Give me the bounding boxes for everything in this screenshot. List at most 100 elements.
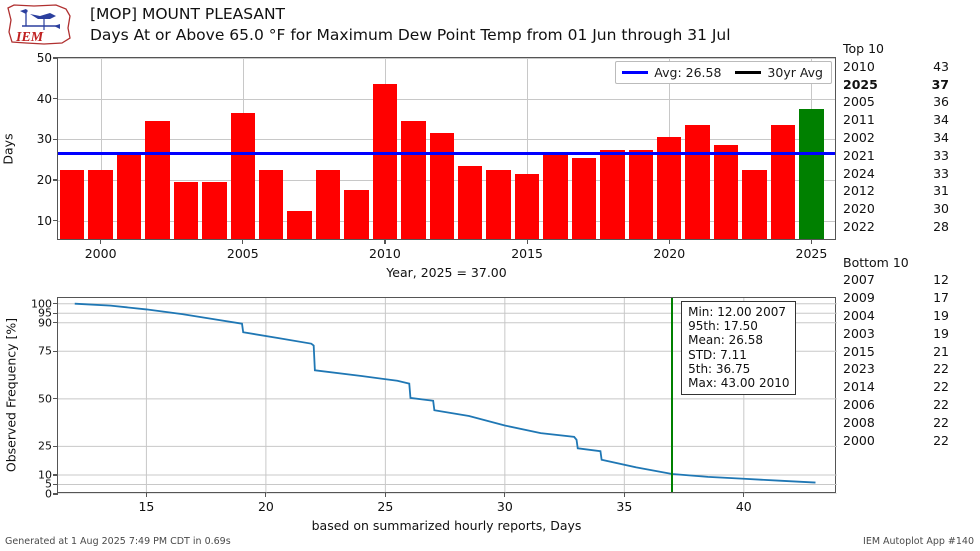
- cdf-chart-y-tick-label: 95: [38, 306, 52, 320]
- bar-chart-bar[interactable]: [287, 210, 312, 239]
- title-line-station: [MOP] MOUNT PLEASANT: [90, 5, 286, 23]
- statistics-line: Mean: 26.58: [688, 333, 764, 348]
- top-10-row: 2002 34: [843, 129, 980, 147]
- bar-chart-bar[interactable]: [770, 125, 796, 239]
- iem-logo: IEM: [4, 2, 76, 46]
- cdf-chart-current-year-line: [670, 298, 674, 492]
- top-10-row: 2011 34: [843, 111, 980, 129]
- bar-chart-bar[interactable]: [88, 169, 113, 239]
- bar-chart-bar[interactable]: [145, 121, 170, 239]
- top-10-year: 2002: [843, 129, 875, 145]
- top-10-value: 36: [933, 94, 949, 110]
- bottom-10-value: 19: [933, 325, 949, 341]
- bar-chart-y-tick-label: 30: [36, 132, 52, 147]
- top-10-row: 2020 30: [843, 200, 980, 218]
- bar-chart-x-tick-label: 2020: [653, 246, 686, 261]
- bar-chart-y-tick: [53, 220, 58, 222]
- top-10-row: 2021 33: [843, 147, 980, 165]
- page-title: [MOP] MOUNT PLEASANT Days At or Above 65…: [90, 4, 731, 46]
- bar-chart-x-tick: [668, 239, 670, 244]
- top-10-year: 2020: [843, 201, 875, 217]
- bar-chart-bar[interactable]: [543, 153, 568, 239]
- top-10-value: 28: [933, 218, 949, 234]
- bar-chart-y-tick: [53, 98, 58, 100]
- bar-chart-bar[interactable]: [344, 190, 369, 239]
- top-10-row: 2012 31: [843, 182, 980, 200]
- bar-chart-bar[interactable]: [173, 182, 199, 239]
- top-10-year: 2012: [843, 183, 875, 199]
- statistics-line: STD: 7.11: [688, 347, 747, 362]
- cdf-chart-x-tick-label: 35: [616, 499, 633, 514]
- bottom-10-row: 2006 22: [843, 396, 980, 414]
- footer-generated-text: Generated at 1 Aug 2025 7:49 PM CDT in 0…: [5, 536, 231, 547]
- cdf-chart-y-tick-label: 10: [38, 468, 52, 482]
- bar-chart-gridline-h: [58, 58, 835, 59]
- statistics-box: Min: 12.00 2007 95th: 17.50 Mean: 26.58 STD…: [681, 301, 797, 396]
- cdf-chart-y-tick: [53, 398, 58, 400]
- page-header: IEM [MOP] MOUNT PLEASANT Days At or Abov…: [0, 0, 980, 50]
- bar-chart-bar[interactable]: [600, 149, 625, 239]
- cdf-chart-y-tick-label: 75: [38, 344, 52, 358]
- top-10-value: 43: [933, 58, 949, 74]
- bar-chart-bar[interactable]: [742, 169, 767, 239]
- bar-chart-bar[interactable]: [372, 84, 398, 239]
- cdf-chart-y-tick: [53, 483, 58, 486]
- bottom-10-row: 2007 12: [843, 271, 980, 289]
- cdf-chart-x-tick: [265, 492, 267, 497]
- bottom-10-list: 2007 12 2009 17 2004 19 2003 19 2015 21 2023 22 2014…: [843, 271, 980, 449]
- bar-chart-bar[interactable]: [315, 169, 341, 239]
- cdf-chart-x-tick-label: 15: [138, 499, 155, 514]
- bar-chart-bar[interactable]: [514, 173, 540, 239]
- bar-chart-bar[interactable]: [429, 133, 455, 239]
- cdf-chart-x-tick-label: 20: [257, 499, 274, 514]
- bar-chart-x-tick-label: 2005: [226, 246, 259, 261]
- bar-chart-bar[interactable]: [202, 182, 227, 239]
- rankings-spacer: [843, 236, 980, 254]
- legend-item-30yr: 30yr Avg: [735, 65, 823, 80]
- bottom-10-value: 21: [933, 343, 949, 359]
- top-10-value: 30: [933, 201, 949, 217]
- bar-chart-bar[interactable]: [628, 149, 654, 239]
- bar-chart-x-tick: [242, 239, 244, 244]
- bar-chart-bar[interactable]: [116, 153, 142, 239]
- bar-chart-bar[interactable]: [401, 121, 426, 239]
- legend-item-avg: Avg: 26.58: [622, 65, 721, 80]
- bar-chart-bar[interactable]: [230, 112, 255, 239]
- top-10-year: 2025: [843, 76, 878, 92]
- bottom-10-row: 2015 21: [843, 343, 980, 361]
- bar-chart-x-tick-label: 2000: [84, 246, 117, 261]
- bar-chart-y-tick: [53, 179, 58, 181]
- bar-chart-bar[interactable]: [799, 108, 824, 239]
- bottom-10-value: 22: [933, 379, 949, 395]
- bar-chart-gridline-h: [58, 98, 835, 100]
- bar-chart-bar[interactable]: [685, 125, 710, 239]
- cdf-chart-panel: Observed Frequency [%] based on summariz…: [4, 297, 837, 533]
- bar-chart-bar[interactable]: [59, 169, 85, 239]
- bar-chart-bar[interactable]: [486, 169, 511, 239]
- cdf-chart-x-tick: [623, 492, 625, 497]
- legend-swatch-avg: [622, 71, 649, 74]
- cdf-chart-y-tick: [53, 350, 58, 352]
- bottom-10-year: 2008: [843, 414, 875, 430]
- bottom-10-row: 2003 19: [843, 325, 980, 343]
- top-10-list: 2010 43 2025 37 2005 36 2011 34 2002 34 2021 33 2024…: [843, 58, 980, 236]
- bar-chart-x-tick-label: 2025: [795, 246, 828, 261]
- statistics-line: Max: 43.00 2010: [688, 376, 790, 391]
- bar-chart-bar[interactable]: [458, 165, 483, 239]
- cdf-chart-y-tick-label: 50: [38, 392, 52, 406]
- cdf-chart-x-axis-title: based on summarized hourly reports, Days: [311, 518, 582, 533]
- cdf-chart-y-tick: [53, 322, 58, 324]
- bar-chart-panel: 10 20 30 40 50 2000 2005 2010 2015 2020 2025 Days …: [1, 51, 836, 280]
- bar-chart-bar[interactable]: [571, 157, 597, 239]
- top-10-year: 2021: [843, 147, 875, 163]
- top-10-value: 33: [933, 147, 949, 163]
- bottom-10-value: 22: [933, 361, 949, 377]
- bar-chart-y-tick-label: 10: [36, 213, 52, 228]
- top-10-value: 34: [933, 129, 949, 145]
- bar-chart-bar[interactable]: [713, 145, 739, 239]
- bar-chart-bar[interactable]: [259, 169, 284, 239]
- bottom-10-year: 2023: [843, 361, 875, 377]
- cdf-chart-y-tick-label: 0: [45, 487, 52, 501]
- cdf-chart-y-tick-label: 25: [38, 439, 52, 453]
- bar-chart-y-axis-title: Days: [0, 132, 16, 165]
